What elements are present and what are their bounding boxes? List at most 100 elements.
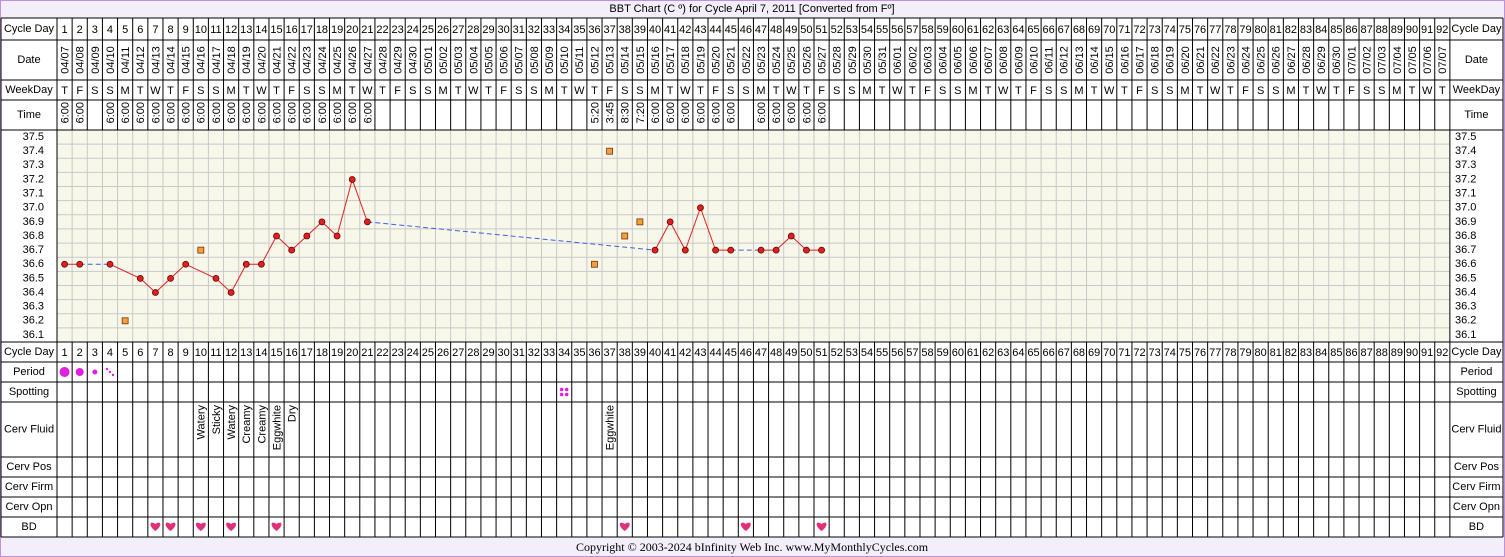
cycle-day: 21 [361, 347, 373, 359]
date: 05/12 [589, 46, 601, 74]
cycle-day: 66 [1043, 24, 1055, 36]
cycle-day: 17 [301, 347, 313, 359]
temp-point [651, 246, 659, 254]
date: 06/01 [892, 46, 904, 74]
cycle-day: 75 [1179, 347, 1191, 359]
weekday: T [1409, 85, 1416, 97]
time: 6:00 [650, 102, 662, 123]
date: 07/04 [1392, 46, 1404, 74]
discarded-temp [636, 218, 644, 226]
cycle-day: 59 [937, 347, 949, 359]
cycle-day: 91 [1421, 24, 1433, 36]
cycle-day: 67 [1058, 347, 1070, 359]
cycle-day: 64 [1012, 24, 1024, 36]
cycle-day: 41 [664, 347, 676, 359]
cycle-day: 33 [543, 24, 555, 36]
cycle-day: 31 [513, 24, 525, 36]
date: 05/15 [635, 46, 647, 74]
weekday: W [1104, 85, 1115, 97]
date: 04/25 [332, 46, 344, 74]
date: 04/24 [317, 46, 329, 74]
period-icon [59, 367, 70, 377]
temp-point [303, 232, 311, 240]
date: 05/03 [453, 46, 465, 74]
weekday: T [485, 85, 492, 97]
weekday: W [786, 85, 797, 97]
temp-point [787, 232, 795, 240]
date: 06/14 [1089, 46, 1101, 74]
cycle-day: 77 [1209, 347, 1221, 359]
temp-point [76, 260, 84, 268]
cycle-day: 34 [558, 347, 570, 359]
weekday: F [394, 85, 401, 97]
cycle-day: 58 [921, 24, 933, 36]
cycle-day: 87 [1360, 24, 1372, 36]
cycle-day: 82 [1285, 24, 1297, 36]
cycle-day: 8 [167, 24, 173, 36]
date: 05/04 [468, 46, 480, 74]
time: 6:00 [756, 102, 768, 123]
date: 06/18 [1150, 46, 1162, 74]
time: 3:45 [605, 102, 617, 123]
temp-line [291, 235, 308, 251]
temp-point [727, 246, 735, 254]
cycle-day: 4 [107, 24, 113, 36]
weekday: M [227, 85, 236, 97]
cycle-day: 45 [725, 347, 737, 359]
cycle-day: 51 [815, 24, 827, 36]
cycle-day: 68 [1073, 347, 1085, 359]
date: 04/17 [211, 46, 223, 74]
y-tick-label: 36.8 [23, 230, 44, 242]
cycle-day: 70 [1103, 24, 1115, 36]
date: 05/10 [559, 46, 571, 74]
temp-line [260, 235, 277, 265]
cycle-day: 3 [92, 24, 98, 36]
bd-heart [226, 522, 237, 531]
temp-point [712, 246, 719, 254]
cycle-day: 6 [137, 347, 143, 359]
cycle-day: 9 [183, 24, 189, 36]
time: 6:00 [726, 102, 738, 123]
weekday: W [1210, 85, 1221, 97]
y-tick-label-right: 36.2 [1455, 315, 1476, 327]
cycle-day: 87 [1360, 347, 1372, 359]
date: 05/13 [605, 46, 617, 74]
y-tick-label-right: 36.1 [1455, 329, 1476, 341]
cycle-day: 79 [1239, 24, 1251, 36]
temp-point [818, 246, 825, 254]
cycle-day: 27 [452, 347, 464, 359]
cycle-day: 13 [240, 347, 252, 359]
weekday: T [1121, 85, 1128, 97]
weekday: S [833, 85, 840, 97]
footer: Copyright © 2003-2024 bInfinity Web Inc.… [576, 540, 929, 554]
weekday: F [76, 85, 83, 97]
weekday: T [1303, 85, 1310, 97]
date: 05/23 [756, 46, 768, 74]
row-label: Cycle Day [4, 346, 55, 358]
cycle-day: 66 [1043, 347, 1055, 359]
cycle-day: 25 [422, 24, 434, 36]
cycle-day: 92 [1436, 24, 1448, 36]
weekday: S [727, 85, 734, 97]
cycle-day: 32 [528, 347, 540, 359]
weekday: W [892, 85, 903, 97]
date: 04/23 [302, 46, 314, 74]
row-label: Period [13, 366, 45, 378]
weekday: M [650, 85, 659, 97]
row-label: Cerv Pos [6, 461, 52, 473]
cycle-day: 84 [1315, 24, 1327, 36]
cycle-day: 35 [573, 347, 585, 359]
date: 05/17 [665, 46, 677, 74]
cycle-day: 15 [270, 24, 282, 36]
weekday: S [636, 85, 643, 97]
row-label: Cycle Day [4, 23, 55, 35]
date: 06/13 [1074, 46, 1086, 74]
discarded-temp [591, 260, 598, 268]
cycle-day: 39 [634, 24, 646, 36]
cycle-day: 48 [770, 347, 782, 359]
y-tick-label-right: 37.1 [1455, 188, 1476, 200]
date: 04/16 [196, 46, 208, 74]
cycle-day: 4 [107, 347, 113, 359]
temp-point [136, 274, 144, 282]
date: 07/05 [1407, 46, 1419, 74]
